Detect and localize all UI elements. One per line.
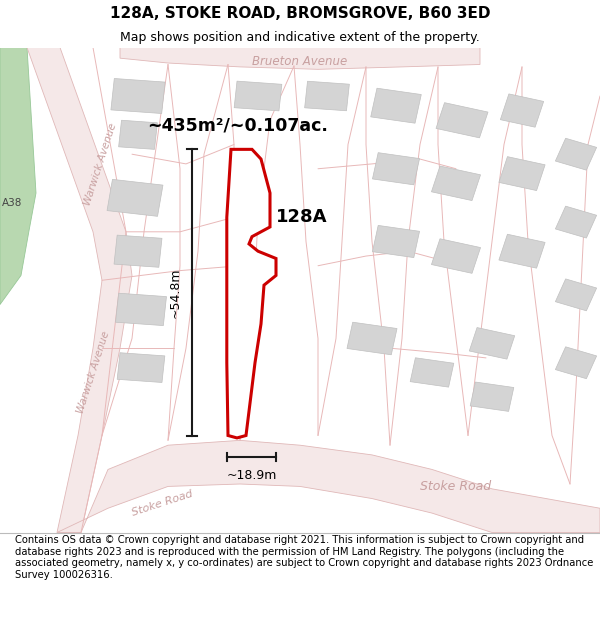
Polygon shape [234,81,282,111]
Polygon shape [120,48,480,69]
Polygon shape [410,357,454,387]
Text: 128A: 128A [276,208,328,226]
Polygon shape [107,179,163,216]
Polygon shape [556,206,596,238]
Polygon shape [469,328,515,359]
Polygon shape [371,88,421,123]
Polygon shape [499,157,545,191]
Text: A38: A38 [2,198,22,208]
Polygon shape [470,382,514,411]
Text: ~54.8m: ~54.8m [169,267,182,318]
Polygon shape [556,279,596,311]
Polygon shape [111,79,165,114]
Text: 128A, STOKE ROAD, BROMSGROVE, B60 3ED: 128A, STOKE ROAD, BROMSGROVE, B60 3ED [110,6,490,21]
Polygon shape [436,102,488,138]
Text: ~435m²/~0.107ac.: ~435m²/~0.107ac. [147,116,328,134]
Polygon shape [117,352,165,382]
Text: ~18.9m: ~18.9m [226,469,277,482]
Text: Contains OS data © Crown copyright and database right 2021. This information is : Contains OS data © Crown copyright and d… [15,535,593,580]
Text: Brueton Avenue: Brueton Avenue [253,54,347,68]
Polygon shape [0,48,36,304]
Polygon shape [373,226,419,258]
Polygon shape [373,152,419,185]
Polygon shape [114,235,162,268]
Text: Stoke Road: Stoke Road [130,489,194,518]
Polygon shape [431,166,481,201]
Polygon shape [305,81,349,111]
Polygon shape [347,322,397,355]
Polygon shape [227,149,276,438]
Text: Map shows position and indicative extent of the property.: Map shows position and indicative extent… [120,31,480,44]
Text: Stoke Road: Stoke Road [421,480,491,493]
Polygon shape [556,138,596,170]
Polygon shape [500,94,544,128]
Text: Warwick Avenue: Warwick Avenue [83,121,119,206]
Polygon shape [119,120,157,149]
Polygon shape [431,239,481,273]
Text: Warwick Avenue: Warwick Avenue [75,330,111,415]
Polygon shape [556,347,596,379]
Polygon shape [27,48,132,532]
Polygon shape [57,441,600,532]
Polygon shape [116,293,166,326]
Polygon shape [499,234,545,268]
